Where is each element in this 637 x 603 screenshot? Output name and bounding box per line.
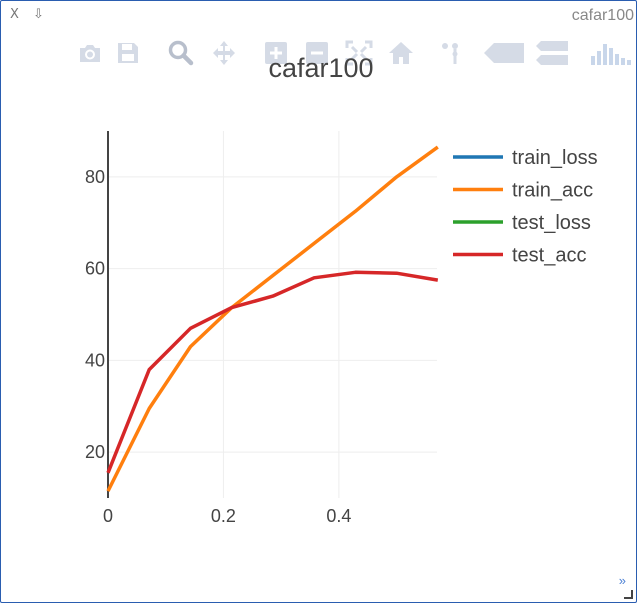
close-button[interactable]: X (10, 7, 19, 22)
series-line-train-acc (106, 145, 439, 492)
pan-icon[interactable] (209, 37, 239, 69)
x-tick-label: 0.4 (326, 506, 351, 526)
zoom-icon[interactable] (166, 37, 196, 69)
plotly-logo-icon[interactable] (589, 37, 633, 69)
legend-label: train_acc (512, 180, 593, 202)
expand-icon[interactable]: » (618, 573, 626, 588)
hover-closest-icon[interactable] (483, 37, 525, 69)
modebar (73, 37, 635, 71)
y-tick-label: 60 (85, 259, 105, 279)
camera-icon[interactable] (75, 37, 105, 69)
chart-title: cafar100 (268, 53, 374, 83)
x-tick-label: 0.2 (211, 506, 236, 526)
legend-label: test_acc (512, 245, 586, 267)
download-button[interactable]: ⇩ (33, 7, 44, 22)
y-tick-label: 80 (85, 167, 105, 187)
resize-handle-icon[interactable] (623, 589, 633, 599)
legend-label: train_loss (512, 147, 598, 169)
pane-title: cafar100 (571, 7, 634, 24)
home-icon[interactable] (386, 37, 416, 69)
autoscale-icon[interactable] (344, 37, 374, 69)
zoom-in-icon[interactable] (261, 37, 291, 69)
y-tick-label: 20 (85, 442, 105, 462)
zoom-out-icon[interactable] (302, 37, 332, 69)
legend-label: test_loss (512, 212, 591, 234)
spike-lines-icon[interactable] (437, 37, 467, 69)
save-icon[interactable] (113, 37, 143, 69)
series-line-test-acc (106, 270, 439, 474)
y-tick-label: 40 (85, 350, 105, 370)
hover-compare-icon[interactable] (535, 37, 569, 69)
x-tick-label: 0 (103, 506, 113, 526)
line-chart: 0 0.2 0.4 20 40 60 80 train_loss train_acc test_l… (85, 131, 598, 526)
